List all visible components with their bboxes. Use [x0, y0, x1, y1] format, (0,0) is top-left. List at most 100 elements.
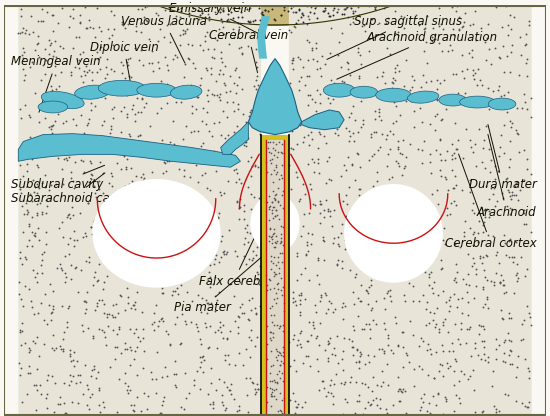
- Point: [125, 72, 134, 79]
- Point: [368, 388, 377, 394]
- Point: [219, 4, 228, 11]
- Point: [235, 204, 244, 210]
- Point: [270, 225, 278, 232]
- Point: [415, 22, 424, 28]
- Point: [349, 15, 358, 21]
- Point: [500, 282, 509, 289]
- Ellipse shape: [323, 83, 355, 97]
- Point: [452, 201, 461, 208]
- Point: [108, 32, 117, 39]
- Point: [208, 399, 217, 405]
- Point: [119, 62, 128, 68]
- Point: [46, 134, 55, 141]
- Point: [496, 92, 505, 99]
- Point: [488, 233, 497, 239]
- Point: [367, 282, 376, 288]
- Point: [393, 265, 402, 271]
- Point: [302, 251, 311, 258]
- Point: [272, 233, 280, 240]
- Point: [173, 5, 182, 12]
- Point: [295, 301, 304, 307]
- Point: [150, 185, 158, 191]
- Point: [16, 255, 25, 262]
- Point: [478, 100, 487, 106]
- Point: [92, 69, 101, 76]
- Point: [29, 337, 38, 344]
- Point: [293, 277, 301, 283]
- Point: [250, 16, 259, 23]
- Point: [510, 191, 519, 198]
- Ellipse shape: [439, 94, 466, 106]
- Point: [287, 94, 295, 100]
- Point: [68, 399, 77, 406]
- Point: [311, 40, 320, 47]
- Point: [185, 223, 194, 230]
- Point: [346, 0, 355, 2]
- Point: [397, 191, 406, 198]
- Point: [235, 205, 244, 211]
- Point: [176, 341, 185, 347]
- Point: [438, 287, 447, 294]
- Point: [498, 23, 507, 30]
- Point: [285, 162, 294, 168]
- Point: [25, 347, 34, 354]
- Point: [26, 0, 35, 2]
- Point: [316, 198, 325, 205]
- Point: [520, 403, 529, 409]
- Point: [304, 353, 312, 359]
- Point: [48, 52, 57, 59]
- Point: [365, 2, 373, 9]
- Point: [445, 363, 454, 370]
- Point: [52, 345, 60, 352]
- Point: [26, 139, 35, 146]
- Point: [390, 267, 399, 274]
- Point: [480, 344, 488, 350]
- Point: [68, 5, 77, 12]
- Point: [220, 247, 229, 254]
- Point: [28, 267, 37, 273]
- Point: [244, 317, 253, 324]
- Point: [269, 329, 278, 336]
- Point: [422, 322, 431, 329]
- Point: [173, 285, 182, 291]
- Point: [357, 61, 366, 68]
- Point: [292, 169, 300, 176]
- Point: [246, 18, 255, 25]
- Point: [306, 129, 315, 135]
- Point: [19, 49, 28, 55]
- Point: [512, 192, 521, 198]
- Point: [443, 364, 452, 371]
- Point: [483, 295, 492, 302]
- Point: [82, 25, 91, 31]
- Point: [443, 147, 452, 154]
- Point: [149, 141, 158, 147]
- Point: [108, 327, 117, 333]
- Point: [225, 280, 234, 287]
- Point: [88, 230, 97, 237]
- Point: [206, 187, 214, 193]
- Point: [441, 240, 450, 247]
- Point: [69, 45, 78, 52]
- Point: [191, 162, 200, 168]
- Point: [445, 297, 454, 303]
- Point: [243, 316, 252, 322]
- Point: [432, 348, 441, 355]
- Point: [30, 183, 39, 190]
- Point: [32, 190, 41, 196]
- Point: [107, 122, 116, 129]
- Point: [363, 352, 372, 358]
- Point: [207, 65, 216, 72]
- Point: [436, 361, 444, 368]
- Point: [519, 210, 528, 216]
- Point: [144, 261, 153, 267]
- Point: [333, 234, 342, 240]
- Point: [526, 322, 535, 329]
- Point: [306, 363, 315, 369]
- Point: [448, 151, 456, 158]
- Point: [61, 270, 70, 276]
- Point: [486, 278, 495, 285]
- Point: [218, 7, 227, 13]
- Point: [273, 280, 282, 286]
- Point: [83, 200, 92, 207]
- Point: [420, 24, 429, 31]
